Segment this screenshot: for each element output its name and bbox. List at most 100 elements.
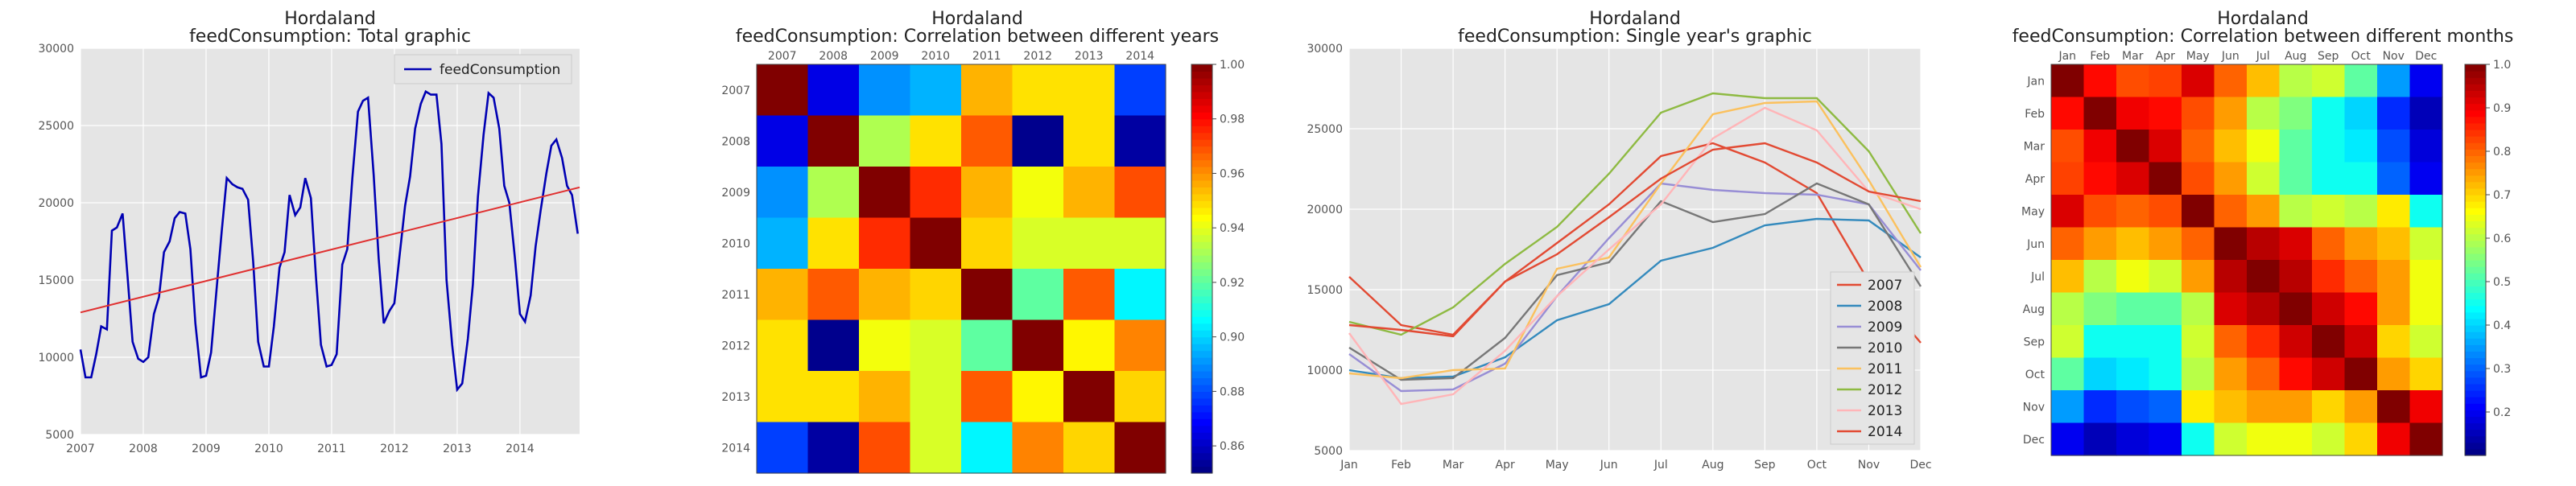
colorbar-segment [1191, 132, 1212, 140]
heatmap-cell [2344, 422, 2378, 456]
heatmap-cell [2051, 260, 2085, 294]
heatmap-cell [2279, 292, 2313, 326]
colorbar-segment [1191, 425, 1212, 433]
x-tick-label: 2013 [1075, 50, 1104, 63]
series-line-2013 [1348, 106, 1922, 406]
colorbar-segment [1191, 214, 1212, 222]
heatmap-cell [2182, 130, 2215, 163]
y-tick-label: 5000 [1314, 445, 1343, 458]
heatmap-cell [807, 64, 860, 117]
legend-label: 2013 [1868, 403, 1902, 419]
heatmap-cell [757, 115, 809, 167]
x-tick-label: 2011 [972, 50, 1001, 63]
colorbar-segment [1191, 330, 1212, 338]
heatmap-cell [2116, 162, 2150, 196]
colorbar-tick-label: 0.96 [1220, 167, 1245, 180]
colorbar-segment [2465, 195, 2486, 202]
heatmap-cell [2377, 162, 2411, 196]
colorbar-segment [1191, 126, 1212, 134]
chart-title: Hordaland [1589, 9, 1681, 29]
heatmap-cell [2149, 390, 2182, 424]
heatmap-cell [2312, 195, 2346, 229]
colorbar-segment [1191, 377, 1212, 385]
heatmap-cell [2051, 130, 2085, 163]
colorbar-segment [1191, 193, 1212, 201]
x-tick-label: Aug [1702, 459, 1724, 472]
colorbar-segment [1191, 207, 1212, 215]
colorbar-tick-label: 0.94 [1220, 222, 1245, 235]
heatmap-cell [2344, 292, 2378, 326]
legend-label: 2010 [1868, 340, 1902, 356]
colorbar-segment [2465, 149, 2486, 156]
x-tick-label: Nov [2383, 50, 2405, 63]
heatmap-cell [2247, 64, 2281, 98]
heatmap-cell [2182, 292, 2215, 326]
heatmap-cell [2312, 162, 2346, 196]
colorbar-segment [1191, 269, 1212, 277]
chart-subtitle: feedConsumption: Correlation between dif… [2013, 27, 2514, 47]
heatmap-cell [1012, 319, 1064, 372]
heatmap-cell [961, 167, 1013, 219]
colorbar-segment [1191, 405, 1212, 413]
heatmap-cell [1114, 371, 1166, 423]
x-tick-label: Dec [2415, 50, 2437, 63]
heatmap-cell [1012, 422, 1064, 474]
y-tick-label: Jul [2030, 270, 2045, 283]
heatmap-cell [2312, 325, 2346, 359]
colorbar-segment [1191, 112, 1212, 120]
heatmap-cell [2083, 227, 2117, 261]
heatmap-cell [910, 217, 962, 270]
colorbar-segment [2465, 351, 2486, 359]
heatmap-cell [2409, 260, 2443, 294]
heatmap-cell [2083, 357, 2117, 391]
colorbar-segment [1191, 64, 1212, 72]
heatmap-cell [2149, 357, 2182, 391]
heatmap-cell [961, 422, 1013, 474]
heatmap-cell [2279, 260, 2313, 294]
colorbar-segment [1191, 159, 1212, 167]
heatmap-cell [2279, 390, 2313, 424]
y-tick-label: 2007 [721, 84, 750, 97]
colorbar-segment [2465, 220, 2486, 229]
y-tick-label: Feb [2025, 108, 2045, 121]
colorbar-segment [2465, 227, 2486, 235]
heatmap-cell [859, 217, 911, 270]
heatmap-cell [2377, 195, 2411, 229]
y-tick-label: 10000 [38, 352, 74, 364]
heatmap-cell [1012, 371, 1064, 423]
heatmap-cell [757, 64, 809, 117]
heatmap-cell [2116, 64, 2150, 98]
heatmap-cell [2051, 325, 2085, 359]
x-tick-label: Oct [1807, 459, 1827, 472]
heatmap-cell [1063, 371, 1116, 423]
colorbar-segment [2465, 116, 2486, 124]
colorbar-segment [1191, 179, 1212, 187]
heatmap-cell [1063, 115, 1116, 167]
colorbar-segment [1191, 432, 1212, 440]
colorbar-segment [1191, 384, 1212, 392]
series-line-2009 [1348, 182, 1922, 393]
heatmap-cell [2247, 292, 2281, 326]
heatmap-cell [2083, 130, 2117, 163]
heatmap-cell [910, 64, 962, 117]
heatmap-cell [1063, 269, 1116, 321]
x-tick-label: Jul [1653, 459, 1668, 472]
colorbar-tick-label: 0.86 [1220, 440, 1245, 453]
colorbar-segment [2465, 344, 2486, 352]
heatmap-cell [2149, 422, 2182, 456]
series-line-feedConsumption [79, 89, 579, 393]
y-tick-label: Oct [2025, 369, 2046, 381]
heatmap-cell [2051, 357, 2085, 391]
y-tick-label: 2008 [721, 135, 750, 148]
heatmap-cell [807, 115, 860, 167]
colorbar-tick-label: 0.8 [2493, 146, 2511, 159]
x-tick-label: 2007 [66, 443, 95, 455]
heatmap-cell [2083, 64, 2117, 98]
heatmap-cell [2214, 292, 2248, 326]
heatmap-cell [2214, 390, 2248, 424]
colorbar-segment [1191, 289, 1212, 297]
y-tick-label: Aug [2023, 303, 2045, 316]
